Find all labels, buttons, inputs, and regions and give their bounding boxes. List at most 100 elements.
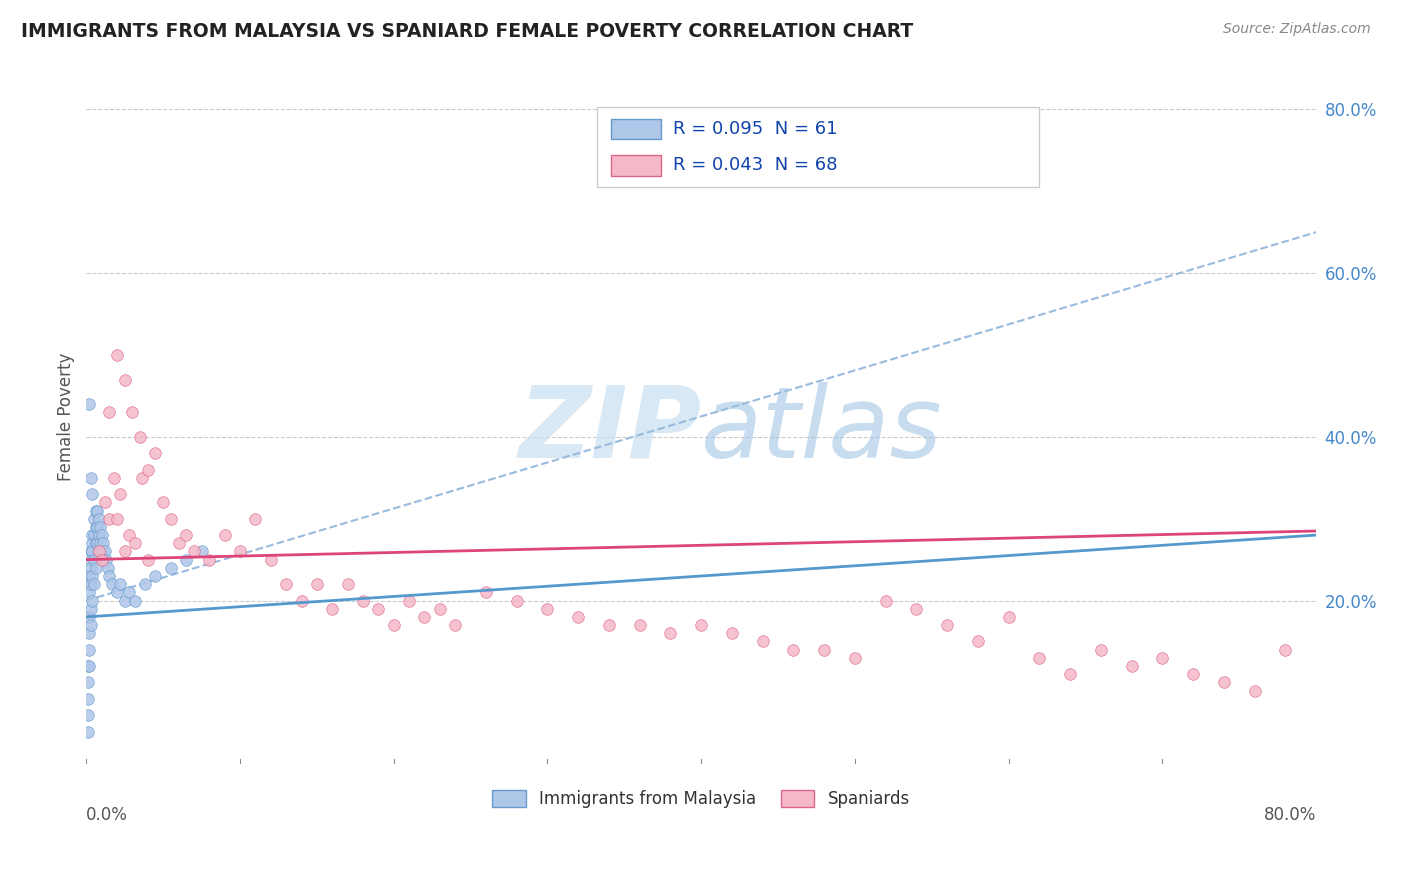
Point xyxy=(214,528,236,542)
Point xyxy=(76,724,98,739)
Text: R = 0.043  N = 68: R = 0.043 N = 68 xyxy=(673,156,838,174)
Point xyxy=(145,446,167,460)
Point xyxy=(80,471,103,485)
Point xyxy=(84,520,107,534)
Point xyxy=(87,512,110,526)
Point xyxy=(290,593,312,607)
Point xyxy=(80,601,103,615)
Point xyxy=(336,577,359,591)
Point xyxy=(79,610,101,624)
Point xyxy=(506,593,529,607)
Point xyxy=(79,577,101,591)
Point xyxy=(1059,667,1081,681)
Point xyxy=(174,552,197,566)
Point xyxy=(90,552,112,566)
Point xyxy=(82,528,104,542)
Point xyxy=(80,618,103,632)
Point xyxy=(83,512,105,526)
Point xyxy=(1121,659,1143,673)
Point xyxy=(183,544,205,558)
Point xyxy=(152,495,174,509)
Point xyxy=(124,536,146,550)
Point xyxy=(93,544,115,558)
Point xyxy=(91,552,114,566)
Text: IMMIGRANTS FROM MALAYSIA VS SPANIARD FEMALE POVERTY CORRELATION CHART: IMMIGRANTS FROM MALAYSIA VS SPANIARD FEM… xyxy=(21,22,914,41)
Point xyxy=(721,626,744,640)
Point xyxy=(76,708,98,723)
Point xyxy=(80,544,103,558)
Text: R = 0.095  N = 61: R = 0.095 N = 61 xyxy=(673,120,838,138)
Point xyxy=(87,528,110,542)
Point xyxy=(98,405,121,419)
Text: ZIP: ZIP xyxy=(519,382,702,479)
Point xyxy=(305,577,328,591)
Point xyxy=(98,569,121,583)
Text: 80.0%: 80.0% xyxy=(1264,806,1316,824)
Point xyxy=(936,618,959,632)
Point xyxy=(98,512,121,526)
FancyBboxPatch shape xyxy=(612,119,661,139)
Point xyxy=(80,577,103,591)
Point xyxy=(690,618,713,632)
Point xyxy=(108,577,131,591)
Point xyxy=(1274,642,1296,657)
Point xyxy=(96,552,118,566)
Point xyxy=(82,569,104,583)
Point xyxy=(86,503,108,517)
Point xyxy=(105,512,128,526)
Point xyxy=(628,618,651,632)
Point xyxy=(82,544,104,558)
Point xyxy=(84,561,107,575)
FancyBboxPatch shape xyxy=(612,155,661,176)
Point xyxy=(131,471,153,485)
Text: Source: ZipAtlas.com: Source: ZipAtlas.com xyxy=(1223,22,1371,37)
Legend: Immigrants from Malaysia, Spaniards: Immigrants from Malaysia, Spaniards xyxy=(485,783,917,815)
Point xyxy=(245,512,267,526)
Point xyxy=(382,618,405,632)
Point xyxy=(1028,651,1050,665)
Point xyxy=(87,544,110,558)
Point xyxy=(83,552,105,566)
Point xyxy=(79,569,101,583)
Point xyxy=(76,659,98,673)
Point xyxy=(80,561,103,575)
Y-axis label: Female Poverty: Female Poverty xyxy=(58,352,75,481)
Point xyxy=(174,528,197,542)
Point xyxy=(659,626,682,640)
Point xyxy=(76,675,98,690)
Point xyxy=(321,601,343,615)
Point xyxy=(1152,651,1174,665)
Point xyxy=(136,462,159,476)
Point xyxy=(79,642,101,657)
Point xyxy=(905,601,928,615)
Point xyxy=(475,585,498,599)
Point xyxy=(90,528,112,542)
Point xyxy=(1090,642,1112,657)
Point xyxy=(103,471,125,485)
Point xyxy=(90,544,112,558)
Point xyxy=(84,503,107,517)
Point xyxy=(114,593,136,607)
Text: atlas: atlas xyxy=(702,382,943,479)
Point xyxy=(86,536,108,550)
Point xyxy=(997,610,1019,624)
Point xyxy=(83,528,105,542)
Point xyxy=(567,610,589,624)
Point xyxy=(444,618,467,632)
Point xyxy=(105,585,128,599)
Point xyxy=(136,552,159,566)
Point xyxy=(101,577,124,591)
Point xyxy=(352,593,374,607)
Point xyxy=(121,405,143,419)
Point xyxy=(93,495,115,509)
Point xyxy=(118,585,141,599)
Point xyxy=(89,520,111,534)
Point xyxy=(114,544,136,558)
FancyBboxPatch shape xyxy=(596,107,1039,186)
Point xyxy=(134,577,156,591)
Point xyxy=(79,585,101,599)
Point xyxy=(276,577,298,591)
Point xyxy=(114,373,136,387)
Point xyxy=(82,593,104,607)
Point xyxy=(82,536,104,550)
